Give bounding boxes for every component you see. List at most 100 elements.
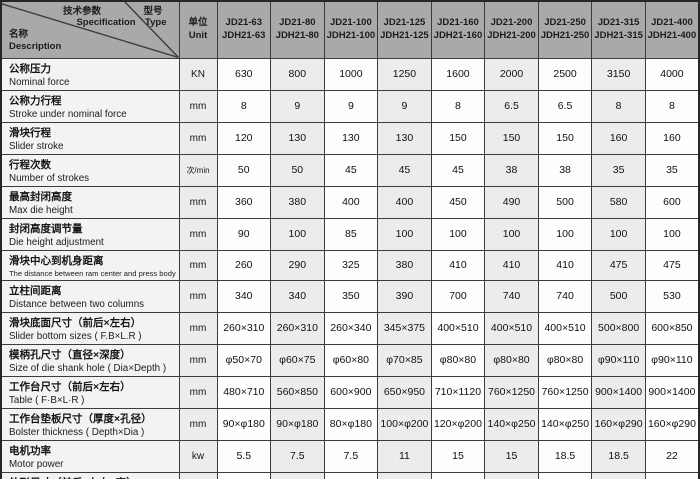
- table-row: 公称力行程 Stroke under nominal force mm 8 9 9 9 8 6.…: [0, 89, 700, 123]
- value-cell: 150: [537, 121, 593, 155]
- corner-type-zh: 型号: [143, 6, 163, 17]
- value-cell: 35: [644, 153, 700, 187]
- value-cell: 760×1250: [484, 375, 539, 409]
- table-row: 封闭高度调节量 Die height adjustment mm 90 100 85 100…: [0, 217, 700, 251]
- value-cell: 2050×2350×3700: [484, 471, 539, 479]
- value-cell: φ90×110: [644, 343, 700, 377]
- value-cell: 800: [270, 57, 325, 91]
- value-cell: 480×710: [216, 375, 272, 409]
- value-cell: 45: [430, 153, 486, 187]
- value-cell: 260×340: [323, 311, 379, 345]
- value-cell: 18.5: [537, 439, 593, 473]
- value-cell: 5.5: [216, 439, 272, 473]
- value-cell: 400: [377, 185, 432, 219]
- value-cell: 360: [216, 185, 272, 219]
- value-cell: 1250: [377, 57, 432, 91]
- row-label-cell: 最高封闭高度 Max die height: [0, 185, 180, 219]
- value-cell: 130: [270, 121, 325, 155]
- value-cell: 38: [484, 153, 539, 187]
- model-name-jdh: JDH21-315: [594, 29, 643, 41]
- table-row: 工作台尺寸（前后×左右） Table ( F·B×L·R ) mm 480×710 56…: [0, 375, 700, 409]
- unit-cell: mm: [178, 89, 218, 123]
- value-cell: 1720×1295×2530: [216, 471, 272, 479]
- unit-cell: mm: [178, 121, 218, 155]
- value-cell: 1840×1600×2750: [323, 471, 379, 479]
- model-column-header: JD21-200 JDH21-200: [484, 0, 539, 59]
- value-cell: 1600: [430, 57, 486, 91]
- value-cell: 740: [537, 279, 593, 313]
- value-cell: 90: [216, 217, 272, 251]
- model-column-header: JD21-100 JDH21-100: [323, 0, 379, 59]
- value-cell: 7.5: [323, 439, 379, 473]
- model-name-jd: JD21-315: [597, 17, 640, 29]
- value-cell: φ80×80: [484, 343, 539, 377]
- model-name-jd: JD21-63: [225, 17, 262, 29]
- value-cell: 390: [377, 279, 432, 313]
- model-column-header: JD21-80 JDH21-80: [270, 0, 325, 59]
- model-column-header: JD21-400 JDH21-400: [644, 0, 700, 59]
- row-label-cell: 公称压力 Nominal force: [0, 57, 180, 91]
- value-cell: 900×1400: [644, 375, 700, 409]
- value-cell: 160: [644, 121, 700, 155]
- value-cell: 8: [216, 89, 272, 123]
- model-name-jdh: JDH21-100: [326, 29, 376, 41]
- value-cell: φ90×110: [591, 343, 646, 377]
- value-cell: 345×375: [377, 311, 432, 345]
- value-cell: 650×950: [377, 375, 432, 409]
- model-name-jdh: JDH21-80: [275, 29, 319, 41]
- value-cell: 9: [270, 89, 325, 123]
- model-column-header: JD21-315 JDH21-315: [591, 0, 646, 59]
- unit-cell: kw: [178, 439, 218, 473]
- value-cell: 400: [323, 185, 379, 219]
- value-cell: φ60×80: [323, 343, 379, 377]
- unit-header-zh: 单位: [188, 17, 208, 29]
- table-row: 外形尺寸（前后×左右×高）Outline dimension ( F·B×L·R…: [0, 471, 700, 479]
- value-cell: 100: [484, 217, 539, 251]
- row-label-cell: 模柄孔尺寸（直径×深度） Size of die shank hole ( Dia…: [0, 343, 180, 377]
- value-cell: 600: [644, 185, 700, 219]
- unit-cell: mm: [178, 375, 218, 409]
- unit-cell: mm: [178, 343, 218, 377]
- unit-cell: mm: [178, 185, 218, 219]
- unit-cell: KN: [178, 57, 218, 91]
- value-cell: 9: [323, 89, 379, 123]
- row-label-zh: 滑块行程: [9, 126, 51, 139]
- model-name-jdh: JDH21-125: [380, 29, 429, 41]
- value-cell: 710×1120: [430, 375, 486, 409]
- value-cell: 900×1400: [591, 375, 646, 409]
- value-cell: 18.5: [591, 439, 646, 473]
- value-cell: 1980×1510×2820: [377, 471, 432, 479]
- value-cell: 80×φ180: [323, 407, 379, 441]
- value-cell: 350: [323, 279, 379, 313]
- unit-cell: 次/min: [178, 153, 218, 187]
- model-name-jdh: JDH21-400: [647, 29, 697, 41]
- model-column-header: JD21-250 JDH21-250: [537, 0, 593, 59]
- value-cell: 50: [270, 153, 325, 187]
- value-cell: 7.5: [270, 439, 325, 473]
- value-cell: 2700×2170×3750: [644, 471, 700, 479]
- row-label-cell: 滑块行程 Slider stroke: [0, 121, 180, 155]
- value-cell: 600×850: [644, 311, 700, 345]
- unit-cell: mm: [178, 471, 218, 479]
- row-label-zh: 工作台尺寸（前后×左右）: [9, 380, 131, 393]
- value-cell: 6.5: [537, 89, 593, 123]
- header-row: 技术参数 Specification 型号 Type 名称 Descriptio…: [0, 0, 700, 59]
- value-cell: 45: [323, 153, 379, 187]
- row-label-cell: 行程次数 Number of strokes: [0, 153, 180, 187]
- value-cell: 475: [591, 249, 646, 281]
- row-label-en: Bolster thickness ( Depth×Dia ): [9, 426, 145, 438]
- value-cell: 85: [323, 217, 379, 251]
- value-cell: 560×850: [270, 375, 325, 409]
- value-cell: 380: [377, 249, 432, 281]
- value-cell: 380: [270, 185, 325, 219]
- model-name-jdh: JDH21-250: [540, 29, 590, 41]
- value-cell: 500×800: [591, 311, 646, 345]
- value-cell: 580: [591, 185, 646, 219]
- model-column-header: JD21-125 JDH21-125: [377, 0, 432, 59]
- row-label-cell: 封闭高度调节量 Die height adjustment: [0, 217, 180, 251]
- value-cell: 15: [484, 439, 539, 473]
- model-column-header: JD21-63 JDH21-63: [216, 0, 272, 59]
- value-cell: 2000: [484, 57, 539, 91]
- diagonal-divider-lines: [2, 2, 178, 57]
